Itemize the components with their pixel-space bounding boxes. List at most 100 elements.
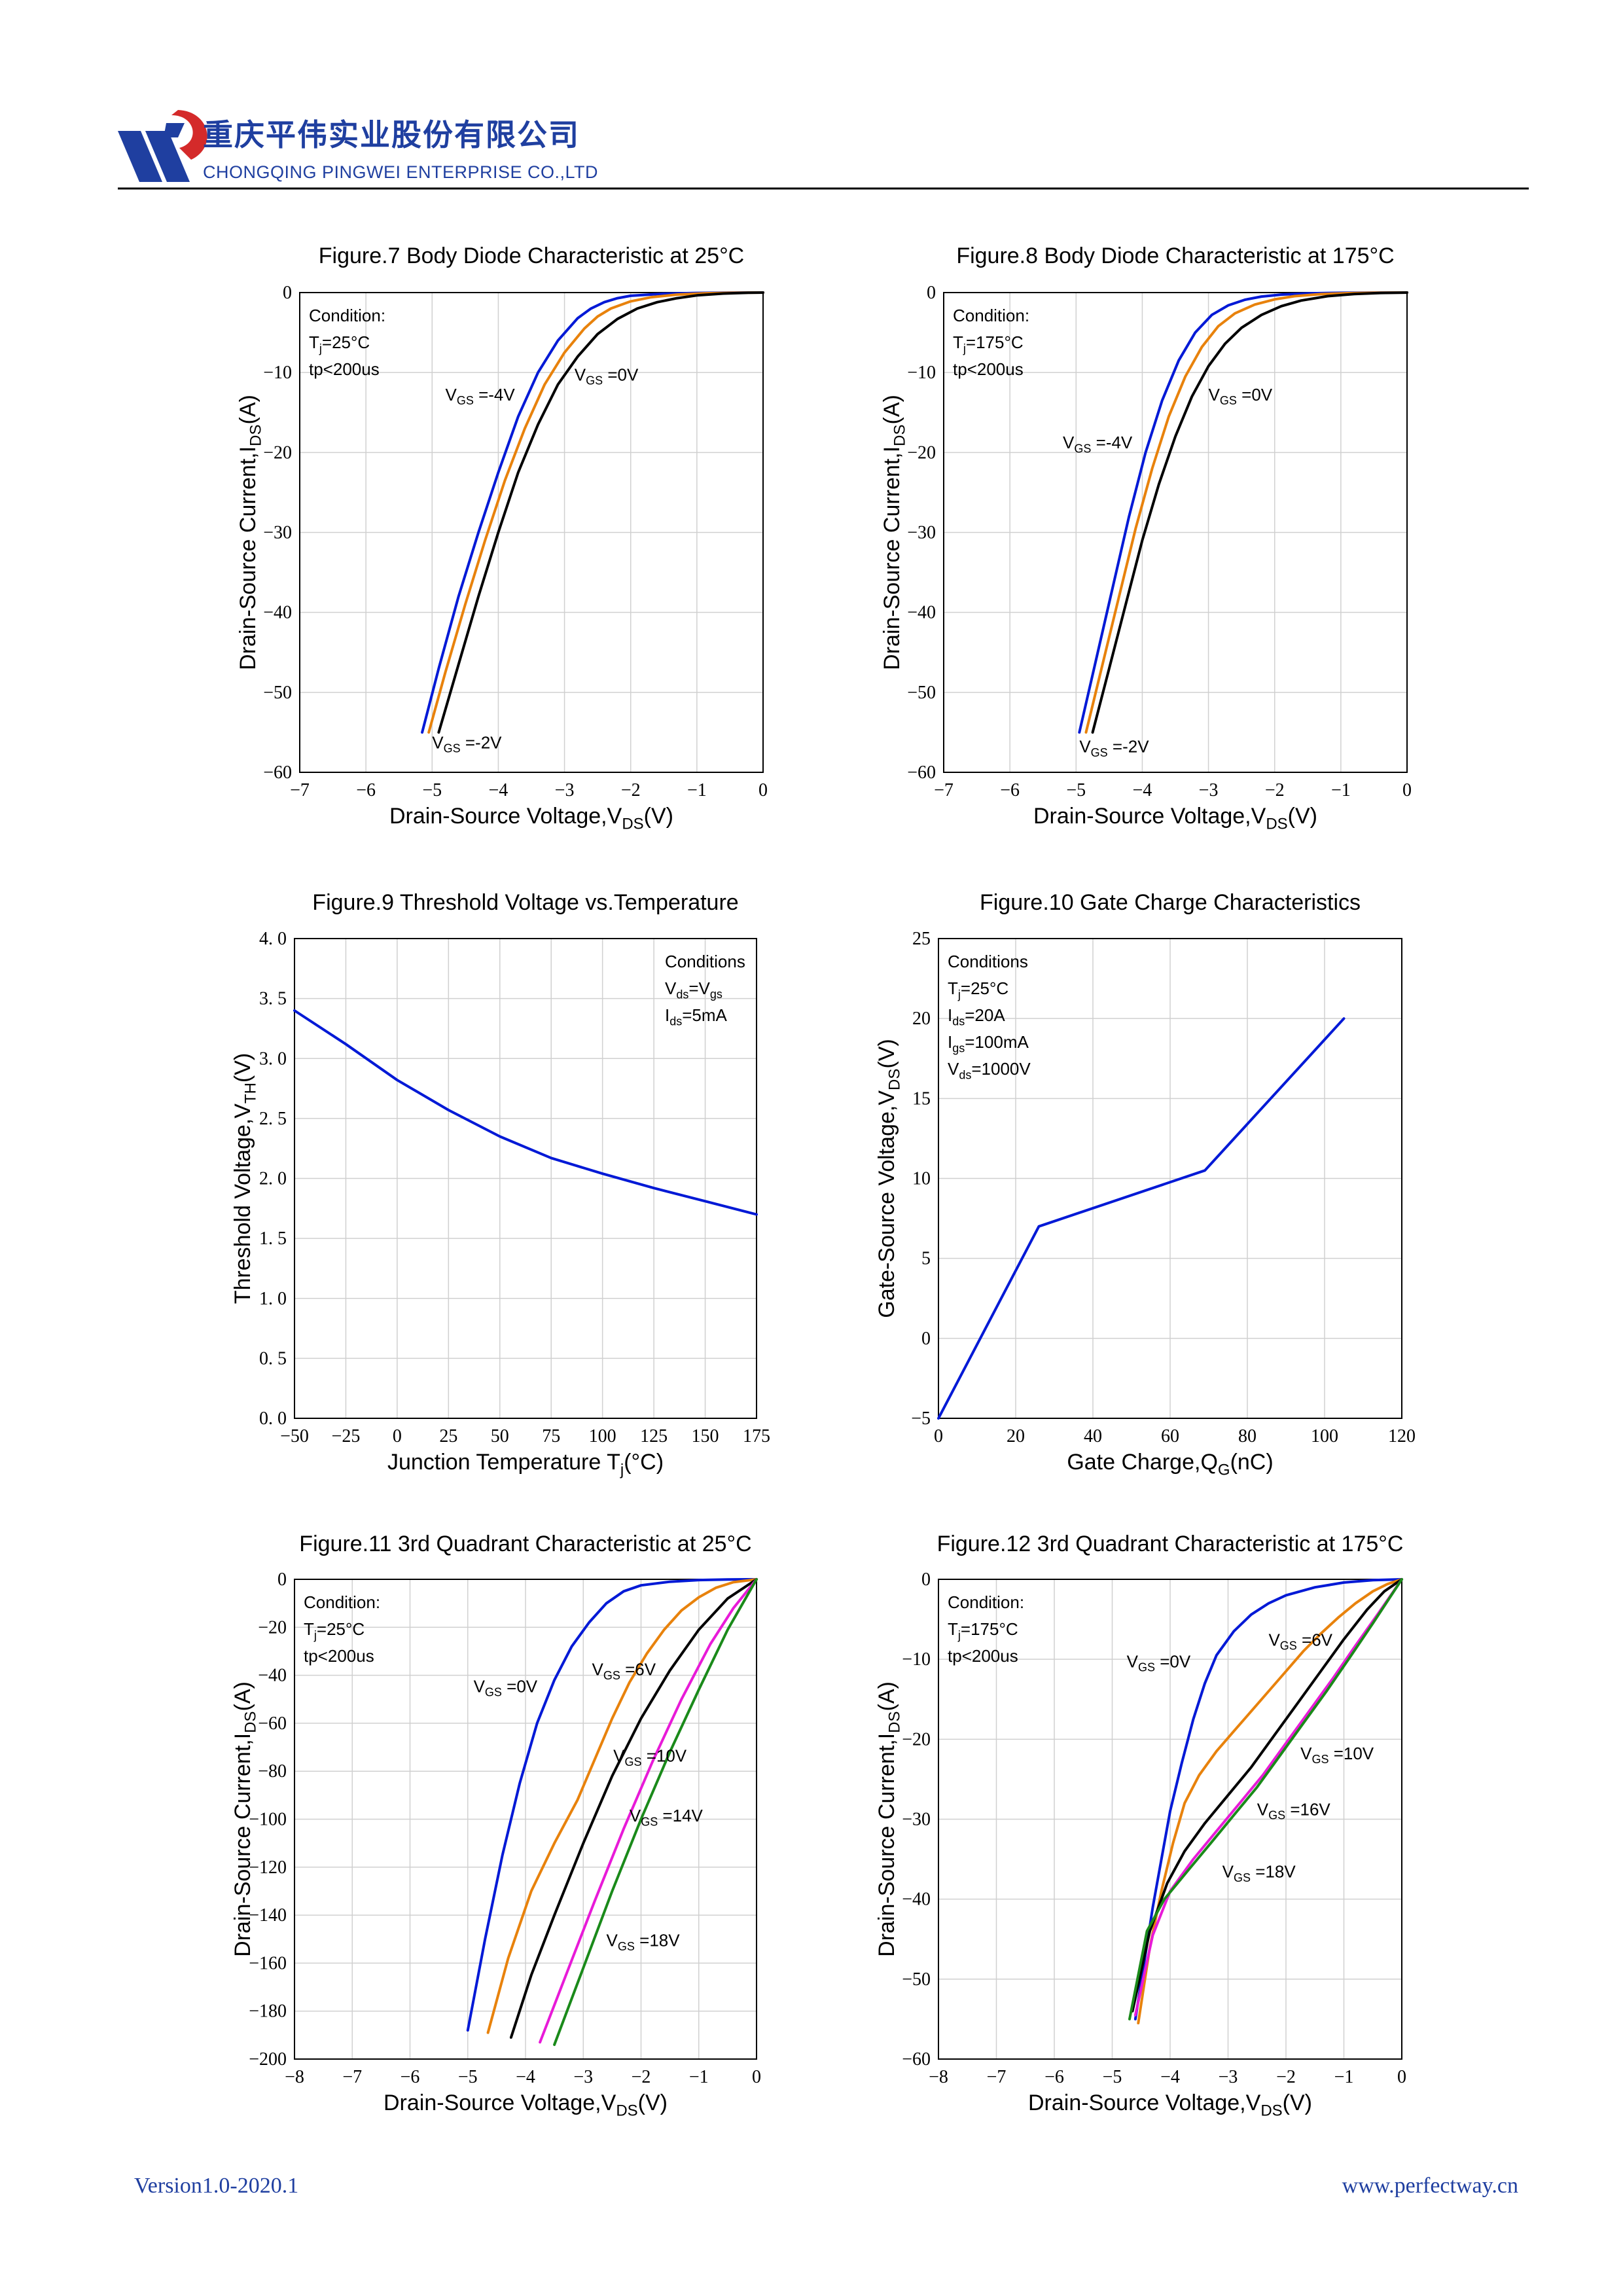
fig10-ytick-label: 5: [921, 1249, 931, 1269]
fig11-xtick-label: −4: [516, 2067, 535, 2087]
fig12-condition-line: tp<200us: [948, 1646, 1018, 1666]
fig10-xtick-label: 0: [934, 1426, 943, 1446]
fig8-xtick-label: −7: [934, 780, 954, 800]
fig12-ytick-label: 0: [921, 1570, 931, 1590]
fig7-series-vgs-0v: [437, 291, 764, 734]
fig11-ytick-label: −20: [258, 1617, 287, 1638]
fig7-ytick-label: −30: [263, 523, 292, 543]
fig11-curve-label: VGS =18V: [607, 1931, 681, 1953]
fig7-ytick-label: −40: [263, 603, 292, 623]
fig12-series-vgs-0v: [1133, 1578, 1403, 2020]
fig11-xtick-label: −8: [285, 2067, 304, 2087]
fig10-plot-frame: [938, 938, 1402, 1419]
fig12-ytick-label: −10: [902, 1649, 931, 1670]
fig12-xtick-label: −8: [929, 2067, 948, 2087]
fig11-curve-label: VGS =6V: [592, 1660, 656, 1682]
fig7-ytick-label: −10: [263, 363, 292, 383]
fig12-ytick-label: −50: [902, 1969, 931, 1990]
company-name-cn: 重庆平伟实业股份有限公司: [203, 117, 580, 152]
fig9-ytick-label: 1. 0: [259, 1289, 287, 1309]
fig11-ytick-label: −180: [249, 2001, 287, 2022]
fig8-ytick-label: 0: [927, 283, 936, 303]
fig10-condition-line: Igs=100mA: [948, 1032, 1029, 1054]
fig9-ytick-label: 4. 0: [259, 929, 287, 949]
figure-8-chart: Figure.8 Body Diode Characteristic at 17…: [880, 243, 1412, 833]
fig7-curve-label: VGS =-2V: [432, 732, 502, 755]
fig8-ytick-label: −60: [907, 762, 936, 783]
fig12-ytick-label: −30: [902, 1810, 931, 1830]
fig11-xtick-label: 0: [752, 2067, 761, 2087]
fig9-condition-line: Ids=5mA: [665, 1005, 728, 1028]
fig8-series-vgs-0v: [1091, 291, 1408, 734]
fig11-xtick-label: −7: [342, 2067, 362, 2087]
fig11-ytick-label: −80: [258, 1761, 287, 1782]
fig7-ytick-label: −20: [263, 442, 292, 463]
fig9-ytick-label: 0. 0: [259, 1408, 287, 1429]
fig12-xtick-label: −7: [987, 2067, 1007, 2087]
fig9-ytick-label: 0. 5: [259, 1348, 287, 1369]
fig11-series-vgs-6v: [486, 1578, 758, 2034]
footer-website[interactable]: www.perfectway.cn: [1342, 2174, 1518, 2198]
fig8-xtick-label: −1: [1331, 780, 1351, 800]
fig9-ytick-label: 3. 0: [259, 1049, 287, 1069]
fig12-title: Figure.12 3rd Quadrant Characteristic at…: [937, 1532, 1404, 1556]
fig8-xtick-label: 0: [1402, 780, 1412, 800]
fig8-ytick-label: −10: [907, 363, 936, 383]
fig8-series-vgs-2v: [1084, 291, 1408, 734]
footer-version: Version1.0-2020.1: [134, 2174, 298, 2198]
fig9-xtick-label: 125: [640, 1426, 668, 1446]
fig11-condition-line: Condition:: [304, 1592, 380, 1612]
fig8-ytick-label: −30: [907, 523, 936, 543]
fig10-ylabel: Gate-Source Voltage,VDS(V): [874, 1039, 903, 1318]
fig9-series-vth: [293, 1009, 758, 1216]
fig10-condition-line: Vds=1000V: [948, 1059, 1031, 1081]
fig8-ytick-label: −20: [907, 442, 936, 463]
fig11-series-vgs-10v: [509, 1578, 758, 2039]
fig11-xtick-label: −5: [458, 2067, 478, 2087]
fig8-xlabel: Drain-Source Voltage,VDS(V): [1033, 804, 1317, 833]
fig10-xlabel: Gate Charge,QG(nC): [1067, 1450, 1273, 1479]
fig12-curve-label: VGS =18V: [1222, 1862, 1296, 1884]
fig8-condition-line: tp<200us: [953, 359, 1024, 379]
fig12-curve-label: VGS =10V: [1300, 1744, 1374, 1766]
fig8-curve-label: VGS =-2V: [1079, 736, 1149, 759]
fig7-plot-frame: [299, 292, 764, 773]
fig9-xtick-label: 0: [393, 1426, 402, 1446]
fig11-ytick-label: −60: [258, 1713, 287, 1734]
fig8-plot-frame: [943, 292, 1408, 773]
fig10-series-vgs: [937, 1017, 1346, 1420]
fig8-series-vgs-4v: [1078, 291, 1408, 734]
fig11-ytick-label: −140: [249, 1905, 287, 1926]
fig11-curve-label: VGS =10V: [613, 1746, 687, 1768]
fig11-series-vgs-0v: [466, 1578, 758, 2032]
fig10-condition-line: Ids=20A: [948, 1005, 1005, 1028]
fig11-ytick-label: −100: [249, 1810, 287, 1830]
fig9-condition-line: Conditions: [665, 952, 745, 971]
fig11-xtick-label: −3: [573, 2067, 593, 2087]
fig11-curve-label: VGS =0V: [474, 1676, 538, 1698]
fig9-ylabel: Threshold Voltage,VTH(V): [230, 1053, 259, 1304]
fig11-series-vgs-18v: [553, 1578, 758, 2046]
fig11-ytick-label: −200: [249, 2049, 287, 2070]
fig12-curve-label: VGS =6V: [1268, 1630, 1332, 1652]
fig8-ylabel: Drain-Source Current,IDS(A): [880, 395, 908, 670]
fig12-curve-label: VGS =0V: [1127, 1651, 1191, 1674]
fig11-curve-label: VGS =14V: [630, 1806, 704, 1828]
fig8-title: Figure.8 Body Diode Characteristic at 17…: [956, 243, 1394, 268]
fig7-ytick-label: −60: [263, 762, 292, 783]
fig9-ytick-label: 2. 0: [259, 1169, 287, 1189]
fig10-ytick-label: 15: [912, 1088, 931, 1109]
fig9-xtick-label: 75: [542, 1426, 560, 1446]
fig11-plot-frame: [294, 1579, 757, 2060]
fig8-condition-line: Tj=175°C: [953, 332, 1024, 355]
fig12-series-vgs-18v: [1128, 1578, 1403, 2020]
fig10-xtick-label: 20: [1007, 1426, 1025, 1446]
fig12-ytick-label: −40: [902, 1890, 931, 1910]
fig7-condition-line: Condition:: [309, 306, 385, 325]
fig9-ytick-label: 2. 5: [259, 1109, 287, 1129]
fig7-xtick-label: −3: [555, 780, 575, 800]
fig11-title: Figure.11 3rd Quadrant Characteristic at…: [299, 1532, 751, 1556]
fig9-condition-line: Vds=Vgs: [665, 978, 722, 1001]
fig7-condition-line: tp<200us: [309, 359, 380, 379]
fig9-xtick-label: 150: [692, 1426, 719, 1446]
